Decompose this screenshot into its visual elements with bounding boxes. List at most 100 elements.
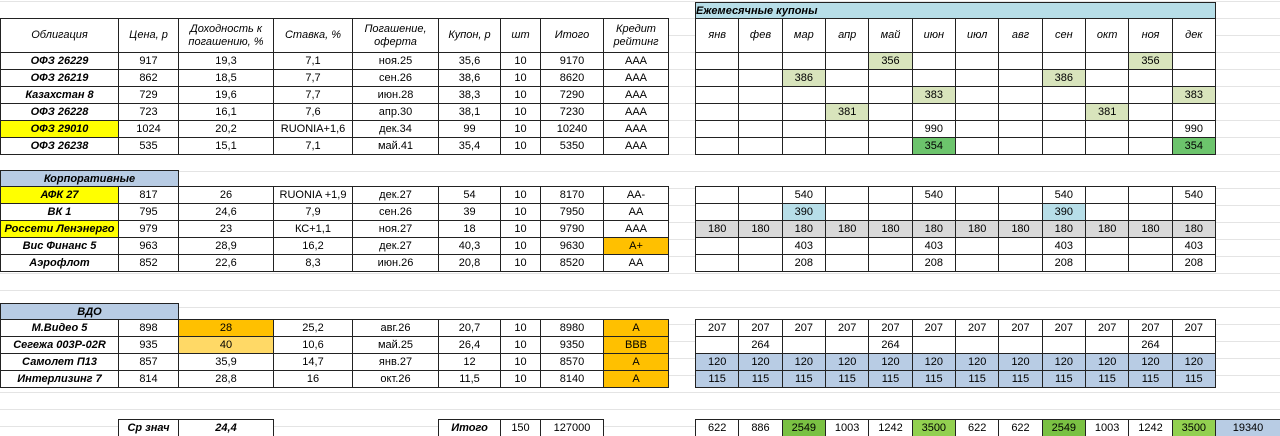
cell: 22,6 (178, 254, 274, 272)
coupon-cell (695, 137, 740, 155)
coupon-cell (738, 120, 783, 138)
bond-name: Вис Финанс 5 (0, 237, 119, 255)
cell: AA- (603, 186, 669, 204)
coupon-cell: 115 (955, 370, 1000, 388)
coupon-cell (1085, 237, 1130, 255)
coupon-cell: 208 (1171, 254, 1216, 272)
coupon-cell (1041, 52, 1086, 70)
cell: 8980 (540, 319, 604, 337)
cell: дек.27 (352, 186, 439, 204)
coupon-cell (738, 69, 783, 87)
cell: 16 (273, 370, 353, 388)
grand-total: 19340 (1215, 419, 1280, 436)
coupon-cell: 180 (781, 220, 826, 238)
cell: 20,7 (438, 319, 501, 337)
coupon-cell (781, 52, 826, 70)
cell: ААА (603, 120, 669, 138)
coupon-cell: 115 (1128, 370, 1173, 388)
coupon-cell (911, 103, 956, 121)
cell: 23 (178, 220, 274, 238)
coupon-cell (998, 186, 1043, 204)
bond-name: Казахстан 8 (0, 86, 119, 104)
coupon-cell: 540 (1041, 186, 1086, 204)
month-header: июн (911, 18, 956, 53)
coupon-cell (1128, 186, 1173, 204)
coupon-cell (1041, 86, 1086, 104)
coupon-cell (1085, 254, 1130, 272)
coupon-cell: 120 (1128, 353, 1173, 371)
coupon-cell (825, 336, 870, 354)
bond-name: ОФЗ 26228 (0, 103, 119, 121)
coupon-cell: 120 (738, 353, 783, 371)
coupon-cell: 207 (868, 319, 913, 337)
coupon-cell: 180 (1171, 220, 1216, 238)
coupon-cell (781, 86, 826, 104)
coupon-cell: 120 (1085, 353, 1130, 371)
coupon-cell (738, 254, 783, 272)
cell: 5350 (540, 137, 604, 155)
cell: 917 (118, 52, 179, 70)
coupon-cell: 207 (825, 319, 870, 337)
cell: 40,3 (438, 237, 501, 255)
cell: 8140 (540, 370, 604, 388)
coupon-cell (955, 120, 1000, 138)
coupon-cell (825, 137, 870, 155)
coupon-cell (695, 52, 740, 70)
coupon-cell (1041, 336, 1086, 354)
coupon-cell (868, 186, 913, 204)
coupon-cell: 540 (781, 186, 826, 204)
coupon-cell (1128, 137, 1173, 155)
coupon-cell: 207 (781, 319, 826, 337)
cell: 35,9 (178, 353, 274, 371)
coupon-cell (738, 203, 783, 221)
coupon-cell: 180 (868, 220, 913, 238)
cell: 9790 (540, 220, 604, 238)
cell: 19,3 (178, 52, 274, 70)
cell: 10 (500, 103, 541, 121)
cell: 8620 (540, 69, 604, 87)
cell: 723 (118, 103, 179, 121)
coupon-cell: 115 (1041, 370, 1086, 388)
cell: 10 (500, 137, 541, 155)
coupon-cell: 540 (1171, 186, 1216, 204)
coupon-cell (781, 103, 826, 121)
month-total: 622 (695, 419, 740, 436)
cell: A (603, 353, 669, 371)
coupon-cell: 180 (998, 220, 1043, 238)
cell: 40 (178, 336, 274, 354)
coupon-cell (1128, 86, 1173, 104)
cell: 963 (118, 237, 179, 255)
coupon-cell (998, 203, 1043, 221)
cell: дек.34 (352, 120, 439, 138)
coupon-cell (1128, 237, 1173, 255)
cell: 817 (118, 186, 179, 204)
cell: 935 (118, 336, 179, 354)
coupon-cell (825, 120, 870, 138)
coupon-cell (1128, 254, 1173, 272)
cell: 16,2 (273, 237, 353, 255)
month-total: 1242 (868, 419, 913, 436)
cell: 15,1 (178, 137, 274, 155)
cell: 862 (118, 69, 179, 87)
coupon-cell (998, 237, 1043, 255)
month-header: мар (781, 18, 826, 53)
coupon-cell: 381 (1085, 103, 1130, 121)
cell: 7290 (540, 86, 604, 104)
coupon-cell (868, 254, 913, 272)
cell: BBB (603, 336, 669, 354)
cell: 7230 (540, 103, 604, 121)
coupon-cell (1128, 103, 1173, 121)
cell: ААА (603, 220, 669, 238)
cell: 7,7 (273, 86, 353, 104)
cell: 26,4 (438, 336, 501, 354)
cell: 10 (500, 237, 541, 255)
cell: 28,9 (178, 237, 274, 255)
cell: AA (603, 254, 669, 272)
coupon-cell: 354 (1171, 137, 1216, 155)
column-header: Облигация (0, 18, 119, 53)
total-sum: 127000 (540, 419, 604, 436)
cell: 7950 (540, 203, 604, 221)
coupon-cell: 990 (1171, 120, 1216, 138)
coupon-cell: 540 (911, 186, 956, 204)
coupon-cell (695, 103, 740, 121)
